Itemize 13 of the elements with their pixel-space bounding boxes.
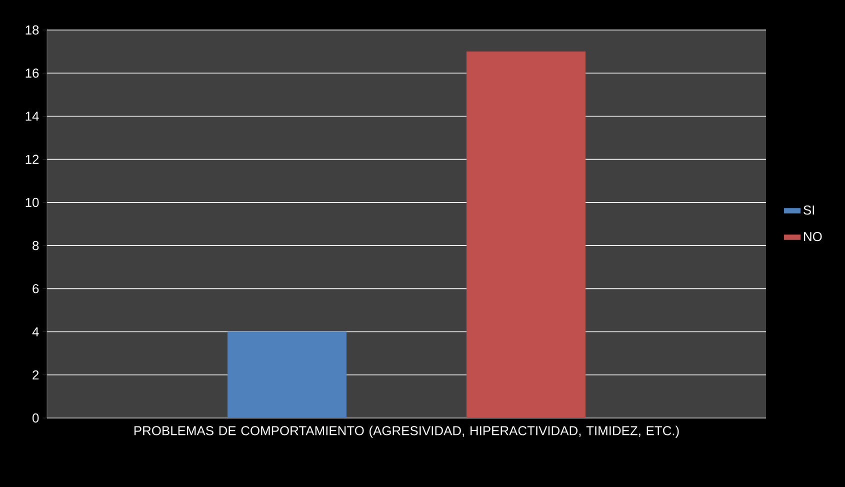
y-tick-label: 0 (32, 413, 39, 423)
legend-label: NO (804, 232, 822, 242)
y-tick-label: 10 (26, 198, 39, 208)
y-tick-label: 4 (32, 327, 39, 336)
y-tick-label: 2 (32, 370, 39, 380)
legend-label: SI (804, 205, 814, 215)
y-tick-label: 16 (26, 68, 39, 78)
y-tick-label: 6 (32, 284, 39, 294)
y-tick-label: 12 (26, 154, 39, 164)
y-tick-label: 18 (26, 25, 39, 35)
y-tick-label: 8 (32, 240, 39, 250)
x-tick-label: PROBLEMAS DE COMPORTAMIENTO (AGRESIVIDAD, HIPERACTIVIDAD, TIMIDEZ, ETC.) (134, 426, 679, 438)
y-tick-label: 14 (26, 112, 39, 121)
